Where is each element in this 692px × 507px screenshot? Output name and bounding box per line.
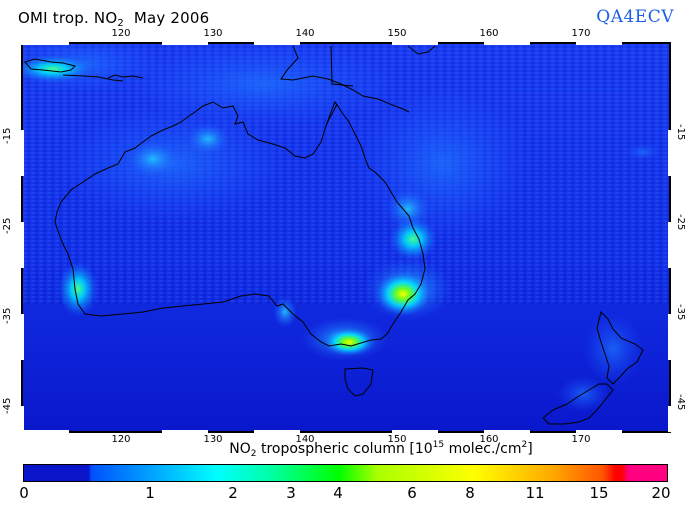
axis-segment (21, 406, 24, 432)
label-sub: 2 (250, 449, 257, 459)
colorbar-tick: 0 (19, 484, 29, 502)
map-plot-area (21, 42, 671, 433)
lon-tick-top: 170 (571, 28, 591, 39)
label-sup: 2 (521, 440, 528, 450)
axis-segment (392, 42, 438, 45)
axis-segment (668, 406, 671, 432)
colorbar-tick: 20 (651, 484, 671, 502)
lon-tick-bottom: 170 (571, 434, 591, 445)
brand-logo: QA4ECV (596, 7, 674, 27)
axis-segment (21, 314, 24, 360)
lon-tick-bottom: 120 (111, 434, 131, 445)
coastlines (24, 45, 644, 425)
lon-tick-bottom: 160 (479, 434, 499, 445)
hotspot-auckland (583, 313, 643, 385)
lat-tick-right: -35 (675, 304, 686, 321)
axis-segment (254, 430, 300, 433)
lon-tick-top: 120 (111, 28, 131, 39)
axis-segment (21, 130, 24, 176)
lat-tick-left: -15 (2, 127, 13, 144)
lat-tick-right: -15 (675, 124, 686, 141)
axis-segment (21, 430, 69, 433)
axis-segment (254, 42, 300, 45)
axis-segment (668, 222, 671, 268)
colorbar (23, 464, 668, 482)
no2-map (23, 44, 669, 431)
lat-tick-left: -35 (2, 307, 13, 324)
title-subscript: 2 (117, 18, 124, 29)
label-part: tropospheric column [10 (256, 441, 433, 457)
axis-segment (484, 42, 530, 45)
axis-segment (668, 314, 671, 360)
lon-tick-top: 160 (479, 28, 499, 39)
lat-tick-left: -45 (2, 397, 13, 414)
colorbar-tick: 15 (589, 484, 609, 502)
axis-segment (576, 430, 622, 433)
axis-segment (484, 430, 530, 433)
colorbar-tick: 11 (525, 484, 545, 502)
lon-tick-bottom: 150 (387, 434, 407, 445)
label-sup: 15 (432, 440, 445, 450)
lat-tick-right: -25 (675, 214, 686, 231)
axis-segment (392, 430, 438, 433)
hotspot-perth (58, 261, 98, 317)
axis-segment (576, 42, 622, 45)
axis-segment (668, 130, 671, 176)
axis-segment (162, 42, 208, 45)
label-part: NO (229, 441, 251, 457)
hotspot-melbourne (323, 328, 375, 356)
label-part: ] (527, 441, 533, 457)
title-date: May 2006 (133, 9, 210, 27)
lat-tick-right: -45 (675, 394, 686, 411)
hotspot-sydney (375, 272, 431, 316)
lat-tick-left: -25 (2, 217, 13, 234)
colorbar-tick: 6 (407, 484, 417, 502)
colorbar-tick: 2 (228, 484, 238, 502)
lon-tick-top: 150 (387, 28, 407, 39)
colorbar-tick: 4 (333, 484, 343, 502)
label-part: molec./cm (444, 441, 522, 457)
colorbar-label: NO2 tropospheric column [1015 molec./cm2… (0, 440, 692, 459)
lon-tick-top: 140 (295, 28, 315, 39)
hotspot-adelaide (273, 296, 297, 328)
axis-segment (162, 430, 208, 433)
lon-tick-top: 130 (203, 28, 223, 39)
lon-tick-bottom: 130 (203, 434, 223, 445)
map-title: OMI trop. NO2 May 2006 (18, 9, 209, 29)
hotspot-brisbane (389, 217, 437, 261)
hotspot-pilbara (127, 141, 179, 177)
colorbar-tick: 1 (145, 484, 155, 502)
axis-segment (21, 222, 24, 268)
title-text: OMI trop. NO (18, 9, 118, 27)
colorbar-tick: 8 (465, 484, 475, 502)
axis-segment (21, 42, 69, 45)
colorbar-tick: 3 (286, 484, 296, 502)
lon-tick-bottom: 140 (295, 434, 315, 445)
